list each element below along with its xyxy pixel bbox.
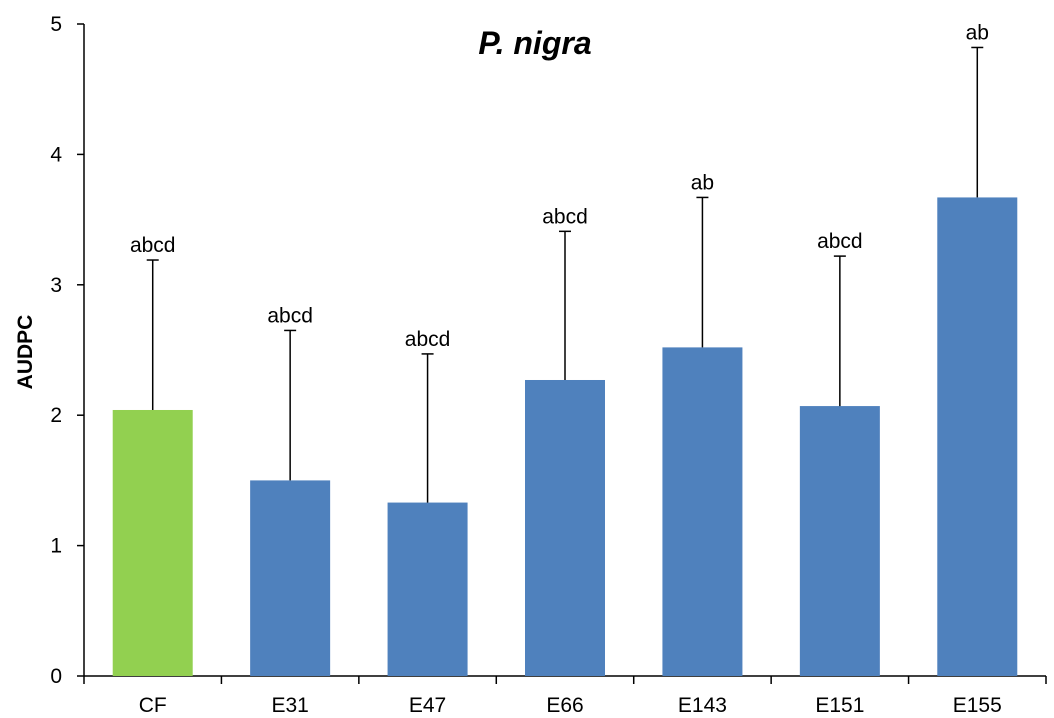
y-tick-label: 4 (50, 143, 62, 166)
significance-label: abcd (542, 205, 588, 228)
x-tick-label: E31 (271, 694, 308, 717)
significance-label: ab (966, 21, 989, 44)
bar (250, 480, 331, 676)
x-tick-label: E66 (546, 694, 583, 717)
x-tick-label: E47 (409, 694, 446, 717)
x-tick-label: CF (139, 694, 167, 717)
bar (387, 502, 468, 676)
bar (112, 409, 193, 676)
chart-title: P. nigra (478, 25, 591, 61)
bar (937, 197, 1018, 676)
significance-label: abcd (130, 234, 176, 257)
x-tick-label: E155 (953, 694, 1002, 717)
y-tick-label: 5 (50, 13, 62, 36)
bar (662, 347, 743, 676)
x-tick-label: E151 (815, 694, 864, 717)
y-axis-label: AUDPC (14, 315, 37, 390)
y-tick-label: 2 (50, 404, 62, 427)
plot-area: 0 1 2 3 4 5 abcd CF abcd E31 abcd E47 abcd E66 ab E143 a… (50, 13, 1047, 717)
significance-label: ab (691, 171, 714, 194)
significance-label: abcd (817, 230, 863, 253)
bar (525, 379, 605, 676)
y-tick-label: 1 (50, 535, 62, 558)
significance-label: abcd (267, 304, 313, 327)
x-tick-label: E143 (678, 694, 727, 717)
bar (799, 406, 880, 676)
significance-label: abcd (405, 328, 451, 351)
y-tick-label: 0 (50, 665, 62, 688)
y-tick-label: 3 (50, 274, 62, 297)
